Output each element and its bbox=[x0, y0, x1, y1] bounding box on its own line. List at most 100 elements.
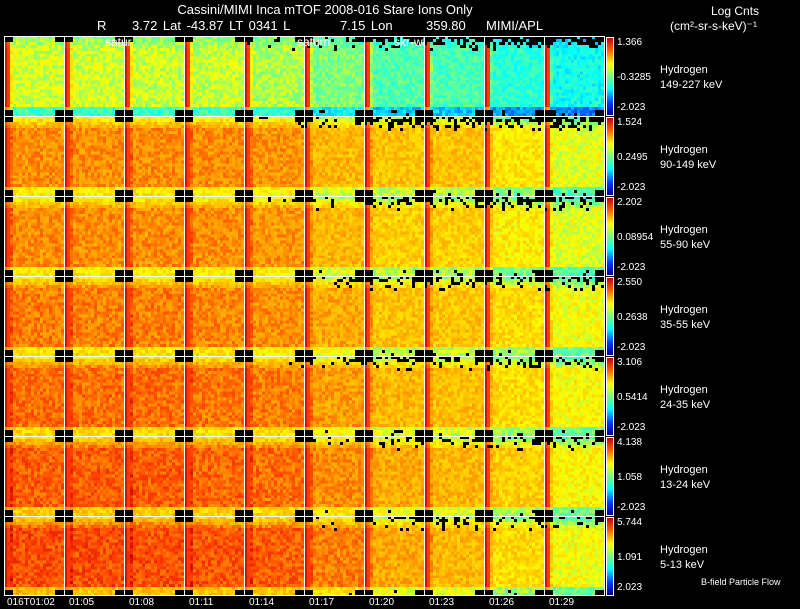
heatmap-panel bbox=[304, 196, 364, 276]
heatmap-panel bbox=[364, 516, 424, 596]
colorbar-max: 1.366 bbox=[617, 37, 643, 48]
heatmap-panel bbox=[4, 436, 64, 516]
grid-line-vertical bbox=[364, 36, 365, 596]
colorbar-mid: 0.08954 bbox=[617, 232, 654, 243]
heatmap-panel bbox=[544, 276, 604, 356]
row-energy: 5-13 keV bbox=[660, 559, 705, 571]
heatmap-panel bbox=[244, 356, 304, 436]
heatmap-panel bbox=[304, 356, 364, 436]
heatmap-panel bbox=[364, 116, 424, 196]
heatmap-panel bbox=[424, 116, 484, 196]
heatmap-panel bbox=[304, 36, 364, 116]
heatmap-panel bbox=[364, 196, 424, 276]
heatmap-panel bbox=[4, 196, 64, 276]
colorbar-max: 3.106 bbox=[617, 357, 643, 368]
heatmap-panel bbox=[184, 436, 244, 516]
heatmap-panel bbox=[4, 516, 64, 596]
grid-line-vertical bbox=[424, 36, 425, 596]
heatmap-panel bbox=[484, 356, 544, 436]
x-tick-label: 01:17 bbox=[309, 597, 335, 608]
x-tick-label: 01:26 bbox=[489, 597, 515, 608]
colorbar-max: 2.202 bbox=[617, 197, 643, 208]
heatmap-panel bbox=[544, 196, 604, 276]
grid-line-horizontal bbox=[4, 595, 604, 596]
heatmap-panel bbox=[304, 116, 364, 196]
grid-line-vertical bbox=[184, 36, 185, 596]
row-species: Hydrogen bbox=[660, 544, 708, 556]
x-tick-label: 01:05 bbox=[69, 597, 95, 608]
heatmap-panel bbox=[544, 36, 604, 116]
heatmap-panel bbox=[64, 356, 124, 436]
plot-title: Cassini/MIMI Inca mTOF 2008-016 Stare Io… bbox=[177, 2, 473, 17]
heatmap-panel bbox=[124, 196, 184, 276]
heatmap-panel bbox=[484, 516, 544, 596]
heatmap-panel bbox=[184, 36, 244, 116]
row-species: Hydrogen bbox=[660, 224, 708, 236]
heatmap-panel bbox=[124, 116, 184, 196]
source-label: MIMI/APL bbox=[486, 18, 544, 33]
overlay-label-saturn: saturn bbox=[297, 35, 331, 49]
colorbar bbox=[606, 197, 614, 276]
row-species: Hydrogen bbox=[660, 384, 708, 396]
heatmap-panel bbox=[244, 196, 304, 276]
heatmap-panel bbox=[484, 436, 544, 516]
heatmap-panel bbox=[244, 36, 304, 116]
grid-line-horizontal bbox=[4, 516, 604, 517]
units-formula: (cm²-sr-s-keV)⁻¹ bbox=[670, 19, 757, 33]
grid-line-horizontal bbox=[4, 436, 604, 437]
colorbar bbox=[606, 517, 614, 596]
heatmap-panel bbox=[244, 436, 304, 516]
colorbar-min: -2.023 bbox=[617, 102, 646, 113]
x-tick-label: 01:08 bbox=[129, 597, 155, 608]
grid-line-vertical bbox=[544, 36, 545, 596]
colorbar-mid: -0.3285 bbox=[617, 72, 651, 83]
heatmap-panel bbox=[244, 516, 304, 596]
heatmap-panel bbox=[544, 516, 604, 596]
heatmap-panel bbox=[124, 516, 184, 596]
colorbar bbox=[606, 37, 614, 116]
heatmap-panel bbox=[124, 36, 184, 116]
colorbar bbox=[606, 437, 614, 516]
heatmap-panel bbox=[244, 276, 304, 356]
heatmap-panel bbox=[184, 116, 244, 196]
heatmap-panel bbox=[64, 116, 124, 196]
row-energy: 149-227 keV bbox=[660, 79, 723, 91]
colorbar-mid: 1.058 bbox=[617, 472, 643, 483]
row-energy: 55-90 keV bbox=[660, 239, 711, 251]
heatmap-panel bbox=[544, 436, 604, 516]
grid-line-vertical bbox=[304, 36, 305, 596]
colorbar-min: -2.023 bbox=[617, 422, 646, 433]
colorbar-max: 5.744 bbox=[617, 517, 643, 528]
heatmap-panel bbox=[64, 196, 124, 276]
heatmap-panel bbox=[124, 436, 184, 516]
r-label: R bbox=[97, 18, 107, 33]
heatmap-panel bbox=[64, 436, 124, 516]
colorbar-min: -2.023 bbox=[617, 182, 646, 193]
units-label: Log Cnts bbox=[711, 4, 760, 18]
grid-line-horizontal bbox=[4, 116, 604, 117]
row-species: Hydrogen bbox=[660, 464, 708, 476]
grid-line-horizontal bbox=[4, 276, 604, 277]
colorbar-max: 4.138 bbox=[617, 437, 643, 448]
heatmap-panel bbox=[304, 276, 364, 356]
grid-line-horizontal bbox=[4, 356, 604, 357]
x-tick-label: 01:20 bbox=[369, 597, 395, 608]
grid-line-vertical bbox=[484, 36, 485, 596]
heatmap-panel bbox=[484, 116, 544, 196]
heatmap-panel bbox=[364, 36, 424, 116]
heatmap-grid bbox=[4, 36, 605, 596]
x-tick-label: 01:11 bbox=[189, 597, 214, 608]
heatmap-panel bbox=[364, 356, 424, 436]
lon-value: 359.80 bbox=[426, 18, 466, 33]
heatmap-panel bbox=[184, 276, 244, 356]
row-energy: 35-55 keV bbox=[660, 319, 711, 331]
colorbar-min: -2.023 bbox=[617, 342, 646, 353]
row-species: Hydrogen bbox=[660, 144, 708, 156]
heatmap-panel bbox=[184, 196, 244, 276]
l-value: 7.15 Lon bbox=[340, 18, 393, 33]
row-energy: 13-24 keV bbox=[660, 479, 711, 491]
colorbar-mid: 1.091 bbox=[617, 552, 643, 563]
overlay-label-satur: satur bbox=[105, 35, 132, 49]
row-energy: 90-149 keV bbox=[660, 159, 717, 171]
colorbar bbox=[606, 277, 614, 356]
